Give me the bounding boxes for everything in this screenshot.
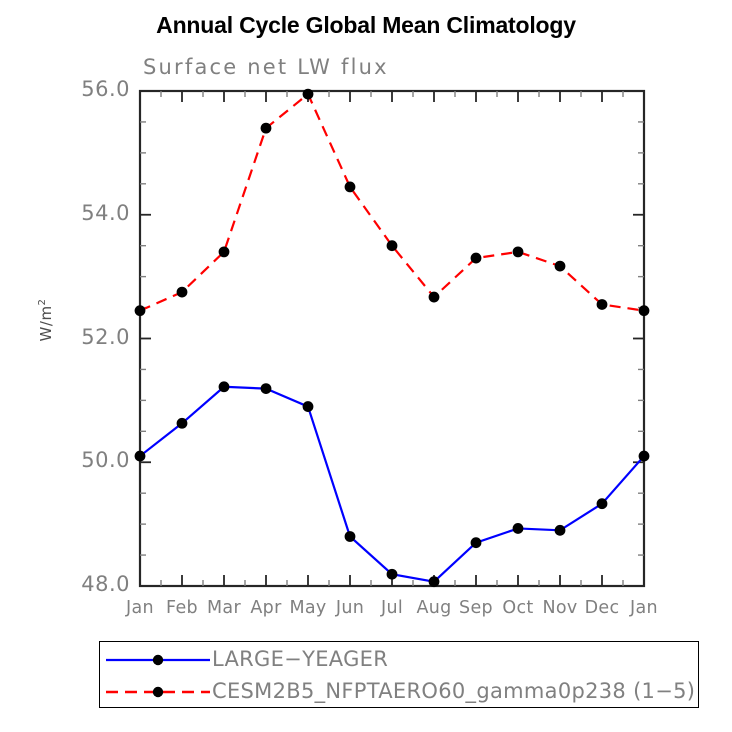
data-point <box>134 305 146 317</box>
legend-swatch-0 <box>106 654 210 665</box>
axis-frame <box>138 89 646 588</box>
data-point <box>218 246 230 258</box>
data-point <box>428 291 440 303</box>
y-tick-label: 52.0 <box>81 324 130 349</box>
data-point <box>176 417 188 429</box>
x-tick-label: Apr <box>250 598 282 618</box>
data-point <box>386 568 398 580</box>
x-tick-label: Jul <box>380 598 403 618</box>
axis-ticks <box>139 90 645 587</box>
legend-label-1: CESM2B5_NFPTAERO60_gamma0p238 (1−5) <box>212 679 696 703</box>
data-point <box>428 576 440 588</box>
x-tick-label: Aug <box>416 598 452 618</box>
chart-subtitle: Surface net LW flux <box>143 55 389 79</box>
x-tick-label: May <box>289 598 327 618</box>
data-point <box>260 383 272 395</box>
x-tick-label: Oct <box>502 598 534 618</box>
series-line-0 <box>139 385 645 583</box>
y-tick-label: 50.0 <box>81 448 130 473</box>
data-point <box>512 246 524 258</box>
x-tick-label: Jan <box>126 598 154 618</box>
data-point <box>302 88 314 100</box>
series-layer <box>134 88 650 588</box>
data-point <box>260 122 272 134</box>
legend-label-0: LARGE−YEAGER <box>212 647 389 671</box>
y-tick-label: 48.0 <box>81 572 130 596</box>
data-point <box>134 450 146 462</box>
data-point <box>554 260 566 272</box>
y-tick-label: 54.0 <box>81 200 130 225</box>
data-point <box>470 537 482 549</box>
page-title: Annual Cycle Global Mean Climatology <box>156 12 576 38</box>
x-tick-label: Jun <box>335 598 365 618</box>
data-point <box>638 305 650 317</box>
legend-swatch-1 <box>106 686 210 697</box>
x-tick-label: Jan <box>630 598 658 618</box>
data-point <box>470 252 482 264</box>
data-point <box>512 523 524 534</box>
x-tick-label: Nov <box>542 598 578 618</box>
data-point <box>218 381 230 393</box>
y-tick-label: 56.0 <box>81 77 130 101</box>
x-tick-label: Mar <box>207 598 241 618</box>
data-point <box>176 286 188 298</box>
data-point <box>344 531 356 542</box>
data-point <box>386 240 398 252</box>
data-point <box>596 498 608 510</box>
x-tick-label: Dec <box>584 598 620 618</box>
data-point <box>638 450 650 462</box>
x-tick-label: Sep <box>459 598 493 618</box>
series-line-1 <box>139 92 645 312</box>
legend-item-0[interactable]: LARGE−YEAGER <box>100 643 698 676</box>
data-point <box>596 299 608 310</box>
x-tick-label: Feb <box>166 598 198 618</box>
data-point <box>302 401 314 412</box>
data-point <box>344 181 356 193</box>
legend: LARGE−YEAGER CESM2B5_NFPTAERO60_gamma0p2… <box>99 641 699 708</box>
data-point <box>554 524 566 536</box>
legend-item-1[interactable]: CESM2B5_NFPTAERO60_gamma0p238 (1−5) <box>100 675 698 708</box>
